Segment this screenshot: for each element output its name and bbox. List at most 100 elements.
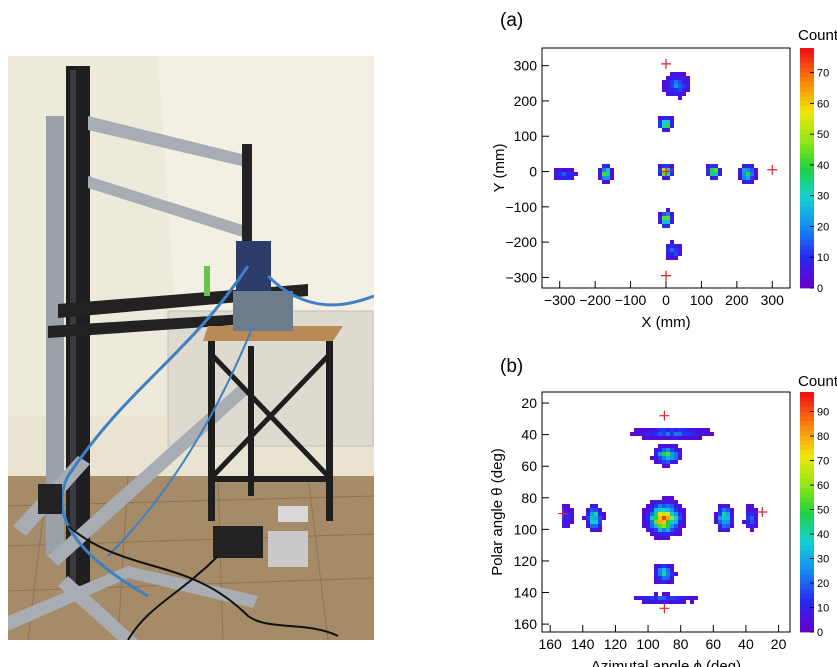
heatmap-cell-b xyxy=(726,528,730,532)
heatmap-cell-b xyxy=(654,436,658,440)
heatmap-cell-a xyxy=(678,244,682,248)
colorbar-step-a xyxy=(800,81,814,87)
heatmap-cell-a xyxy=(666,120,670,124)
calibration-marker-a xyxy=(661,270,671,281)
heatmap-cell-b xyxy=(562,516,566,520)
heatmap-cell-b xyxy=(754,516,758,520)
colorbar-step-b xyxy=(800,521,814,527)
x-tick-label-b: 100 xyxy=(636,636,660,652)
heatmap-cell-b xyxy=(682,436,686,440)
colorbar-step-a xyxy=(800,172,814,178)
heatmap-cell-a xyxy=(606,180,610,184)
heatmap-cell-b xyxy=(750,516,754,520)
heatmap-cell-b xyxy=(662,572,666,576)
heatmap-cell-a xyxy=(610,168,614,172)
heatmap-cell-b xyxy=(746,516,750,520)
heatmap-cell-b xyxy=(714,512,718,516)
heatmap-cell-b xyxy=(662,448,666,452)
heatmap-cell-b xyxy=(658,432,662,436)
colorbar-step-b xyxy=(800,627,814,633)
y-tick-label-a: 100 xyxy=(514,128,538,144)
heatmap-cell-a xyxy=(570,172,574,176)
heatmap-cell-b xyxy=(590,508,594,512)
heatmap-cell-a xyxy=(658,172,662,176)
heatmap-cell-a xyxy=(554,172,558,176)
heatmap-cell-a xyxy=(670,172,674,176)
colorbar-step-b xyxy=(800,564,814,570)
heatmap-cell-b xyxy=(562,520,566,524)
heatmap-cell-a xyxy=(754,172,758,176)
heatmap-cell-b xyxy=(638,428,642,432)
heatmap-cell-b xyxy=(566,524,570,528)
colorbar-step-a xyxy=(800,86,814,92)
heatmap-cell-b xyxy=(662,500,666,504)
heatmap-cell-a xyxy=(558,172,562,176)
colorbar-step-b xyxy=(800,416,814,422)
colorbar-step-a xyxy=(800,268,814,274)
setup-photo xyxy=(8,56,374,640)
heatmap-cell-a xyxy=(666,124,670,128)
heatmap-cell-a xyxy=(670,168,674,172)
heatmap-cell-b xyxy=(662,456,666,460)
heatmap-cell-a xyxy=(662,116,666,120)
heatmap-cell-a xyxy=(678,88,682,92)
colorbar-tick-label-b: 0 xyxy=(817,627,823,639)
heatmap-cell-b xyxy=(650,528,654,532)
heatmap-cell-a xyxy=(670,244,674,248)
heatmap-cell-b xyxy=(750,524,754,528)
heatmap-cell-b xyxy=(714,516,718,520)
heatmap-cell-b xyxy=(666,596,670,600)
colorbar-tick-label-b: 30 xyxy=(817,554,829,566)
calibration-marker-b xyxy=(659,603,670,614)
heatmap-cell-a xyxy=(682,76,686,80)
heatmap-cell-b xyxy=(666,464,670,468)
colorbar-step-a xyxy=(800,283,814,289)
heatmap-cell-a xyxy=(610,172,614,176)
heatmap-cell-b xyxy=(658,436,662,440)
heatmap-cell-a xyxy=(606,168,610,172)
heatmap-cell-b xyxy=(666,532,670,536)
heatmap-angle-panel: (b) 160 140 120 100 80 60 40 20 204060801001201… xyxy=(489,356,837,667)
heatmap-cell-b xyxy=(662,592,666,596)
heatmap-cell-b xyxy=(662,496,666,500)
heatmap-cell-b xyxy=(686,436,690,440)
colorbar-step-a xyxy=(800,57,814,63)
heatmap-cell-a xyxy=(678,76,682,80)
colorbar-step-b xyxy=(800,512,814,518)
y-axis-label-b: Polar angle θ (deg) xyxy=(489,448,506,576)
heatmap-cell-b xyxy=(690,596,694,600)
heatmap-cell-b xyxy=(690,432,694,436)
heatmap-cell-a xyxy=(662,80,666,84)
heatmap-cell-b xyxy=(730,524,734,528)
heatmap-cell-a xyxy=(598,172,602,176)
heatmap-cell-b xyxy=(654,528,658,532)
y-tick-label-a: −300 xyxy=(505,269,537,285)
heatmap-cell-b xyxy=(662,536,666,540)
heatmap-cell-b xyxy=(686,432,690,436)
colorbar-step-b xyxy=(800,574,814,580)
heatmap-cell-a xyxy=(706,164,710,168)
colorbar-step-a xyxy=(800,62,814,68)
heatmap-cell-a xyxy=(750,180,754,184)
heatmap-cell-b xyxy=(658,568,662,572)
heatmap-cell-b xyxy=(662,464,666,468)
heatmap-cell-a xyxy=(666,128,670,132)
heatmap-cell-b xyxy=(666,456,670,460)
heatmap-cell-b xyxy=(666,428,670,432)
heatmap-cell-a xyxy=(662,168,666,172)
heatmap-cell-b xyxy=(678,524,682,528)
heatmap-cell-a xyxy=(670,248,674,252)
colorbar-step-a xyxy=(800,259,814,265)
colorbar-tick-label-b: 60 xyxy=(817,480,829,492)
heatmap-cell-b xyxy=(654,500,658,504)
heatmap-cells-a xyxy=(554,72,758,260)
heatmap-cell-a xyxy=(662,128,666,132)
heatmap-cell-a xyxy=(742,172,746,176)
heatmap-cell-b xyxy=(670,520,674,524)
heatmap-cell-b xyxy=(722,524,726,528)
heatmap-cell-b xyxy=(670,444,674,448)
heatmap-cell-b xyxy=(642,432,646,436)
heatmap-cell-b xyxy=(678,504,682,508)
heatmap-cell-b xyxy=(590,504,594,508)
heatmap-cell-b xyxy=(662,460,666,464)
